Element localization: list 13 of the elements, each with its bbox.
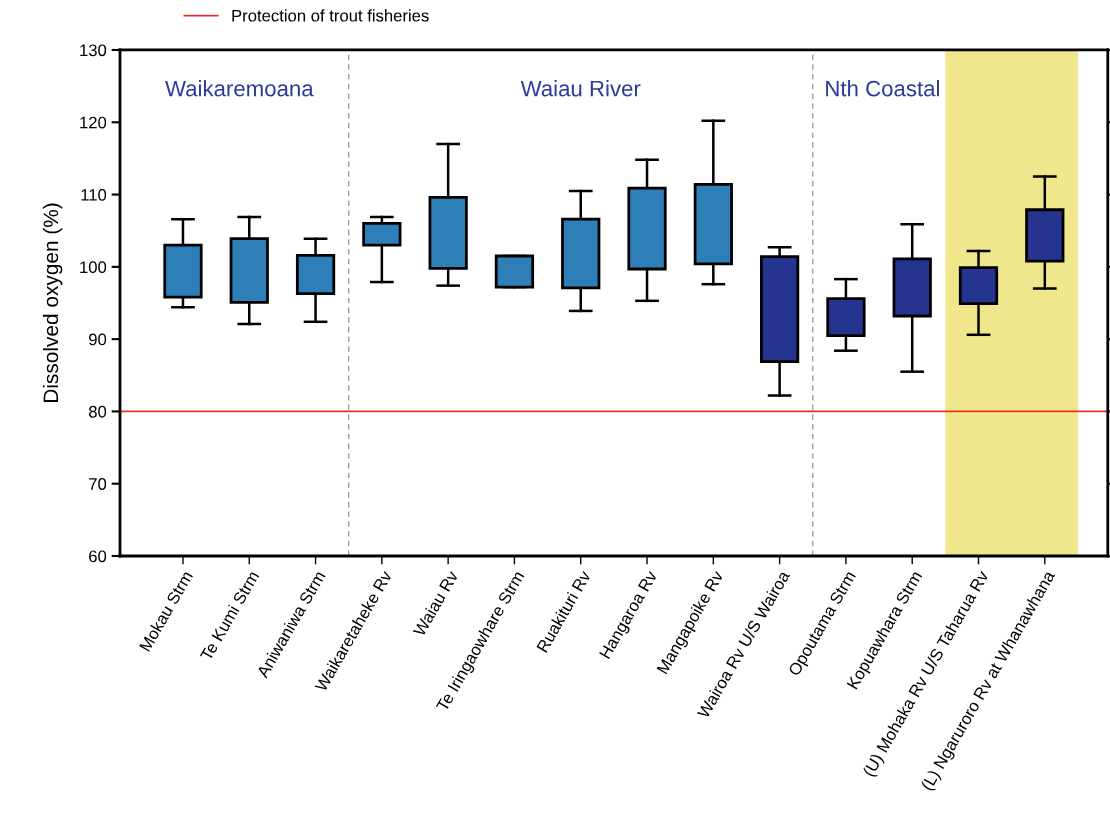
annotation: Waiau River: [520, 80, 641, 97]
y-tick-label: 100: [80, 261, 107, 274]
y-tick-label: 130: [80, 44, 107, 57]
y-tick-label: 110: [81, 188, 107, 201]
y-tick-label: 90: [89, 333, 107, 346]
annotation: Waikaremoana: [165, 80, 314, 97]
y-tick-label: 80: [88, 405, 107, 418]
y-tick-label: 70: [89, 478, 107, 490]
legend-label: Protection of trout fisheries: [232, 9, 429, 22]
annotation: Nth Coastal: [826, 80, 939, 97]
y-axis-title: Dissolved oxygen (%): [42, 203, 63, 403]
y-tick-label: 120: [80, 116, 107, 129]
y-tick-label: 60: [89, 550, 107, 563]
